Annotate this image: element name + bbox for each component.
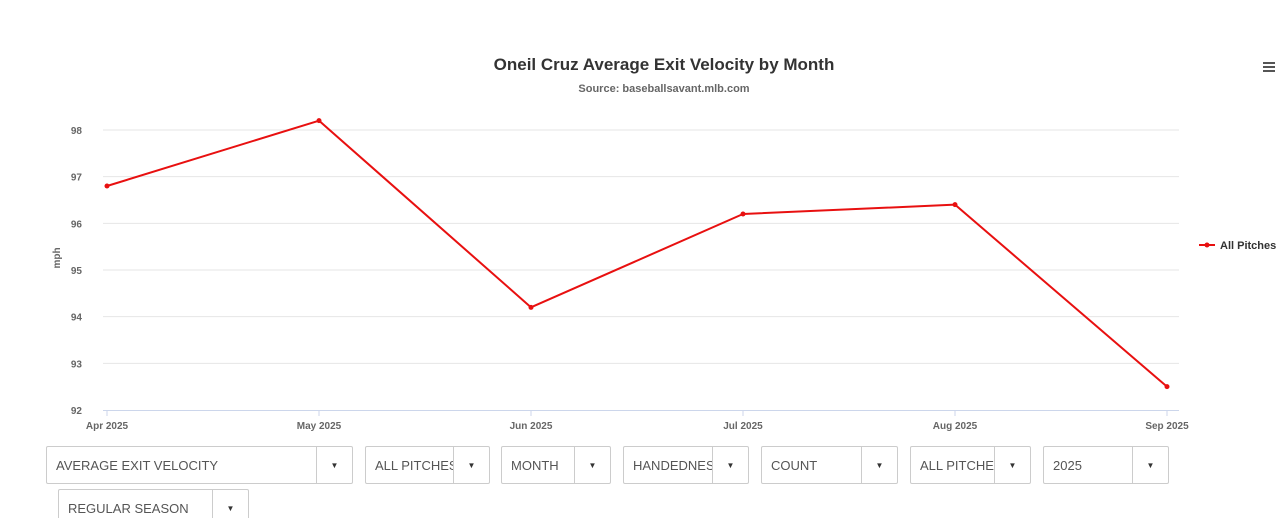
y-axis-ticks: 92 93 94 95 96 97 98 [71,126,83,417]
stat-select[interactable]: AVERAGE EXIT VELOCITY ▼ [46,446,353,484]
gridlines [103,129,1179,364]
season-select-label: 2025 [1053,457,1082,473]
x-tick-label: May 2025 [297,421,342,432]
pitch-result-select-label: ALL PITCHES [920,457,994,473]
y-tick-label: 97 [71,173,83,184]
stat-select-label: AVERAGE EXIT VELOCITY [56,457,219,473]
y-tick-label: 92 [71,406,83,417]
handedness-select-label: HANDEDNESS [633,457,712,473]
count-select[interactable]: COUNT ▼ [761,446,898,484]
season-select[interactable]: 2025 ▼ [1043,446,1169,484]
legend[interactable]: All Pitches [1199,240,1276,252]
y-tick-label: 93 [71,359,83,370]
data-point [104,183,110,189]
legend-symbol-marker [1204,242,1210,248]
chevron-down-icon[interactable]: ▼ [994,447,1030,483]
count-select-label: COUNT [771,457,818,473]
hamburger-menu-icon[interactable] [1262,60,1276,76]
chart: Oneil Cruz Average Exit Velocity by Mont… [52,55,1276,432]
chevron-down-icon[interactable]: ▼ [861,447,897,483]
pitch-result-select[interactable]: ALL PITCHES ▼ [910,446,1031,484]
game-type-select[interactable]: REGULAR SEASON ▼ [58,489,249,518]
legend-item-all-pitches[interactable]: All Pitches [1220,240,1276,252]
chevron-down-icon[interactable]: ▼ [1132,447,1168,483]
data-point [316,118,322,124]
y-axis-title: mph [52,247,63,268]
series-layer [104,118,1170,390]
y-tick-label: 95 [71,266,83,277]
y-tick-label: 98 [71,126,83,137]
data-point [528,304,534,310]
pitch-type-select-label: ALL PITCHES [375,457,453,473]
chevron-down-icon[interactable]: ▼ [712,447,748,483]
data-point [1164,384,1170,390]
data-point [740,211,746,217]
grouping-select[interactable]: MONTH ▼ [501,446,611,484]
chevron-down-icon[interactable]: ▼ [574,447,610,483]
chevron-down-icon[interactable]: ▼ [212,490,248,518]
y-tick-label: 94 [71,313,83,324]
x-tick-label: Jun 2025 [510,421,553,432]
chevron-down-icon[interactable]: ▼ [316,447,352,483]
x-tick-label: Sep 2025 [1145,421,1189,432]
chevron-down-icon[interactable]: ▼ [453,447,489,483]
x-tick-label: Aug 2025 [933,421,978,432]
x-tick-label: Apr 2025 [86,421,129,432]
series-line [106,119,1168,388]
pitch-type-select[interactable]: ALL PITCHES ▼ [365,446,490,484]
y-tick-label: 96 [71,219,83,230]
x-axis-ticks: Apr 2025 May 2025 Jun 2025 Jul 2025 Aug 2025… [86,410,1189,432]
game-type-select-label: REGULAR SEASON [68,500,189,516]
data-point [952,202,958,208]
chart-subtitle: Source: baseballsavant.mlb.com [578,83,749,95]
x-tick-label: Jul 2025 [723,421,763,432]
handedness-select[interactable]: HANDEDNESS ▼ [623,446,749,484]
grouping-select-label: MONTH [511,457,559,473]
chart-title: Oneil Cruz Average Exit Velocity by Mont… [494,55,835,74]
